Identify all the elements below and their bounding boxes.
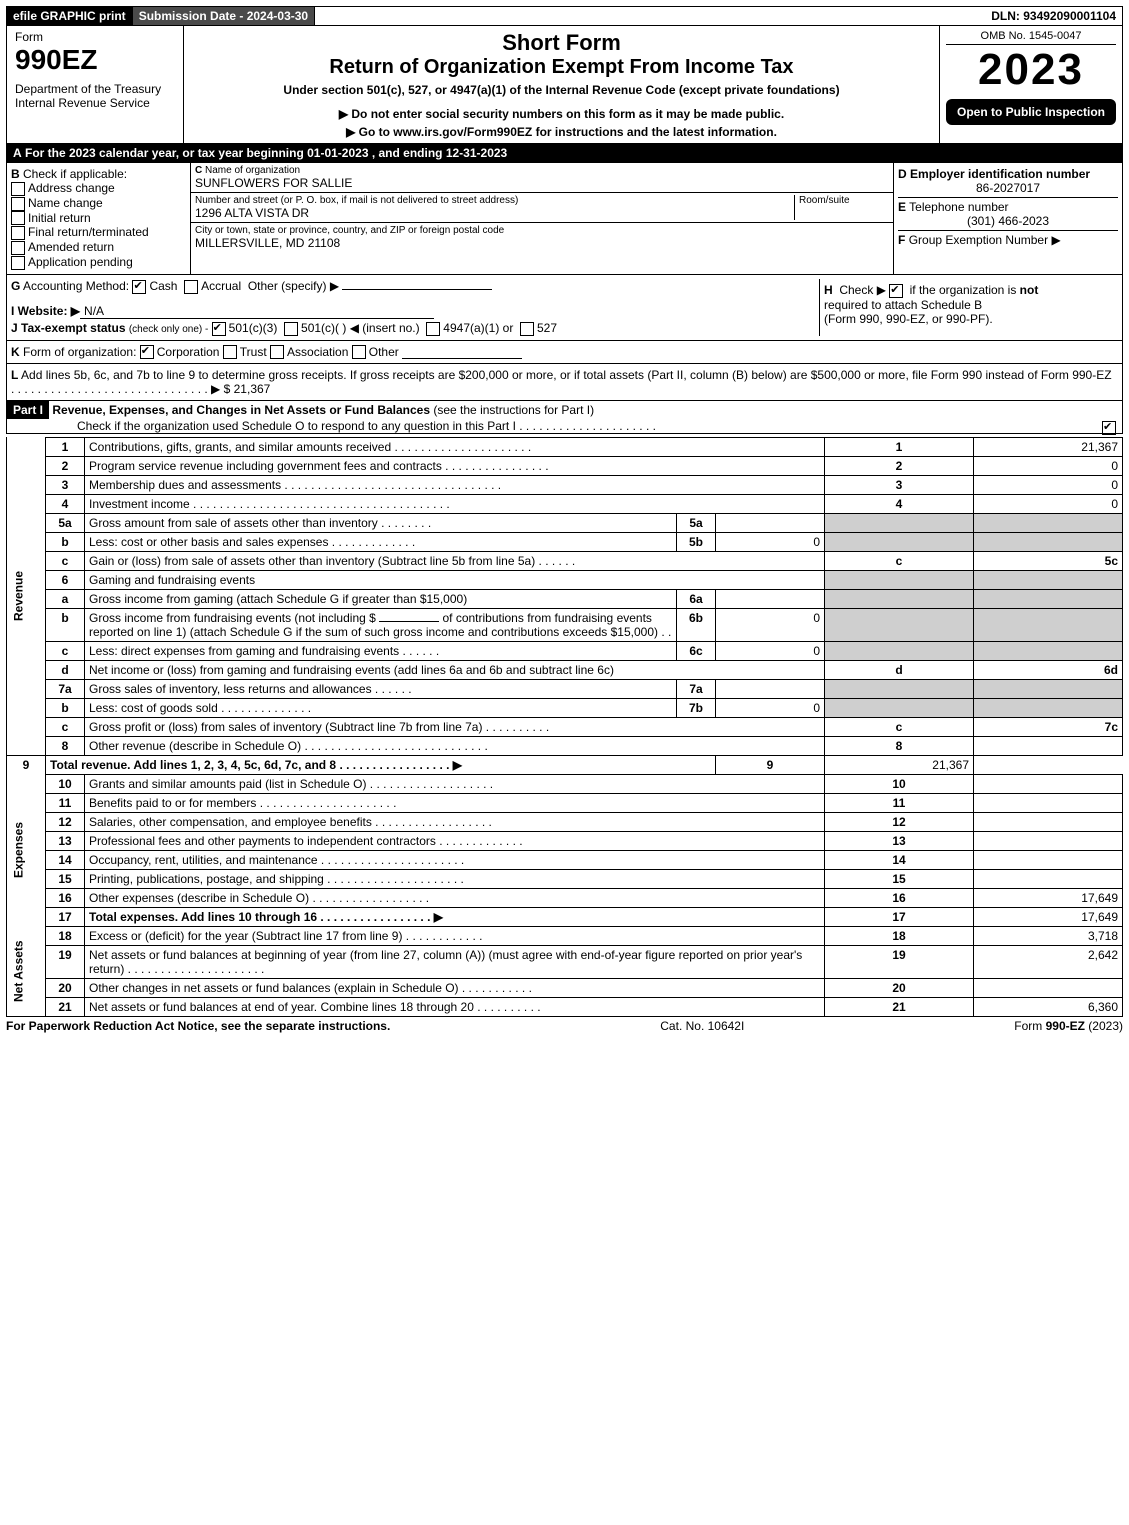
section-bcdef: B Check if applicable: Address change Na…: [6, 163, 1123, 275]
room-label: Room/suite: [794, 195, 889, 220]
org-name: SUNFLOWERS FOR SALLIE: [195, 176, 889, 190]
check-501c3[interactable]: [212, 322, 226, 336]
check-4947[interactable]: [426, 322, 440, 336]
col-c: C Name of organization SUNFLOWERS FOR SA…: [191, 163, 893, 274]
b-label: Check if applicable:: [23, 167, 127, 181]
footer-left: For Paperwork Reduction Act Notice, see …: [6, 1019, 390, 1033]
check-application-pending[interactable]: [11, 256, 25, 270]
line-l: L Add lines 5b, 6c, and 7b to line 9 to …: [6, 364, 1123, 401]
note-ssn: Do not enter social security numbers on …: [192, 107, 931, 121]
main-table: Revenue1Contributions, gifts, grants, an…: [6, 437, 1123, 1017]
col-b: B Check if applicable: Address change Na…: [7, 163, 191, 274]
check-501c[interactable]: [284, 322, 298, 336]
check-trust[interactable]: [223, 345, 237, 359]
form-word: Form: [15, 30, 175, 44]
check-accrual[interactable]: [184, 280, 198, 294]
check-other-org[interactable]: [352, 345, 366, 359]
line-k: K Form of organization: Corporation Trus…: [6, 341, 1123, 364]
check-initial-return[interactable]: [11, 211, 25, 225]
omb: OMB No. 1545-0047: [946, 30, 1116, 45]
part1-label: Part I: [7, 401, 49, 419]
check-527[interactable]: [520, 322, 534, 336]
street-value: 1296 ALTA VISTA DR: [195, 206, 794, 220]
check-final-return[interactable]: [11, 226, 25, 240]
street-label: Number and street (or P. O. box, if mail…: [195, 195, 794, 206]
title-return: Return of Organization Exempt From Incom…: [192, 56, 931, 79]
line-g: G Accounting Method: Cash Accrual Other …: [11, 279, 819, 294]
website-value: N/A: [80, 304, 434, 319]
part1-title: Revenue, Expenses, and Changes in Net As…: [52, 403, 430, 417]
submission-date: Submission Date - 2024-03-30: [133, 7, 315, 25]
check-amended-return[interactable]: [11, 241, 25, 255]
e-label: Telephone number: [909, 200, 1008, 214]
open-to-public: Open to Public Inspection: [946, 99, 1116, 125]
check-name-change[interactable]: [11, 197, 25, 211]
part1-sub: (see the instructions for Part I): [433, 403, 594, 417]
col-def: D Employer identification number 86-2027…: [893, 163, 1122, 274]
subtitle: Under section 501(c), 527, or 4947(a)(1)…: [192, 83, 931, 97]
part1-header: Part I Revenue, Expenses, and Changes in…: [6, 401, 1123, 434]
line-i: I Website: ▶N/A: [11, 304, 819, 319]
gross-receipts: $ 21,367: [224, 382, 271, 396]
line-h: H Check ▶ if the organization is not req…: [819, 279, 1118, 336]
row-gh: G Accounting Method: Cash Accrual Other …: [6, 275, 1123, 341]
line-a: A For the 2023 calendar year, or tax yea…: [6, 144, 1123, 163]
footer-right: Form 990-EZ (2023): [1014, 1019, 1123, 1033]
check-cash[interactable]: [132, 280, 146, 294]
note-goto: Go to www.irs.gov/Form990EZ for instruct…: [192, 125, 931, 139]
check-assoc[interactable]: [270, 345, 284, 359]
check-corp[interactable]: [140, 345, 154, 359]
cat-no: Cat. No. 10642I: [660, 1019, 744, 1033]
form-header: Form 990EZ Department of the Treasury In…: [6, 26, 1123, 144]
city-label: City or town, state or province, country…: [195, 225, 889, 236]
city-value: MILLERSVILLE, MD 21108: [195, 236, 889, 250]
irs-link[interactable]: www.irs.gov/Form990EZ: [393, 125, 532, 139]
irs: Internal Revenue Service: [15, 96, 175, 110]
ein-value: 86-2027017: [898, 181, 1118, 195]
efile-label[interactable]: efile GRAPHIC print: [7, 7, 133, 25]
dept: Department of the Treasury: [15, 82, 175, 96]
c-label: Name of organization: [205, 165, 300, 176]
tax-year: 2023: [946, 45, 1116, 95]
check-address-change[interactable]: [11, 182, 25, 196]
check-h[interactable]: [889, 284, 903, 298]
check-schedule-o[interactable]: [1102, 421, 1116, 435]
dln: DLN: 93492090001104: [985, 7, 1122, 25]
part1-check-line: Check if the organization used Schedule …: [7, 419, 656, 433]
f-label: Group Exemption Number: [909, 233, 1048, 247]
title-short-form: Short Form: [192, 30, 931, 56]
top-bar: efile GRAPHIC print Submission Date - 20…: [6, 6, 1123, 26]
line-j: J Tax-exempt status (check only one) - 5…: [11, 321, 819, 336]
d-label: Employer identification number: [910, 167, 1090, 181]
phone-value: (301) 466-2023: [898, 214, 1118, 228]
footer: For Paperwork Reduction Act Notice, see …: [6, 1017, 1123, 1033]
form-number: 990EZ: [15, 44, 175, 76]
